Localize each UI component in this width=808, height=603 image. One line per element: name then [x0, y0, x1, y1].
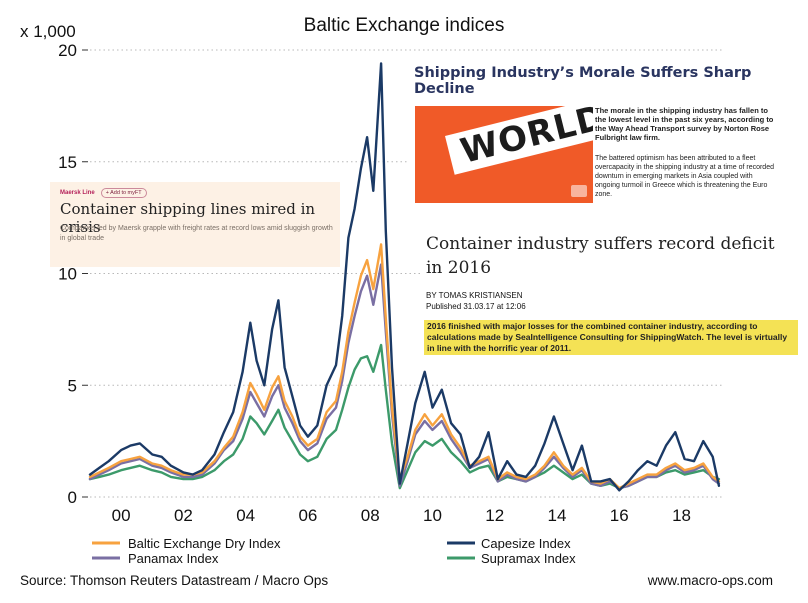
ft-summary: Companies led by Maersk grapple with fre… [60, 225, 333, 242]
chart-title: Baltic Exchange indices [304, 15, 505, 36]
legend: Baltic Exchange Dry Index Panamax Index … [92, 536, 576, 566]
shipping-paragraph-2: The battered optimism has been attribute… [595, 155, 774, 198]
y-tick-labels: 0 5 10 15 20 [58, 41, 88, 507]
x-tick-label: 04 [236, 506, 255, 525]
legend-item-baltic-dry: Baltic Exchange Dry Index [92, 536, 281, 551]
world-photo-text: WORLD [445, 106, 593, 175]
y-tick-label: 0 [68, 488, 77, 507]
shippingwatch-headline: Container industry suffers record defici… [426, 234, 775, 278]
shippingwatch-published: Published 31.03.17 at 12:06 [426, 302, 526, 311]
add-to-myft-button: + Add to myFT [100, 188, 147, 198]
x-tick-label: 00 [112, 506, 131, 525]
legend-label-supramax: Supramax Index [481, 551, 576, 566]
shippingwatch-lead: 2016 finished with major losses for the … [424, 320, 798, 355]
y-tick-label: 5 [68, 376, 77, 395]
shippingwatch-clipping: Container industry suffers record defici… [420, 228, 800, 368]
ft-section-tag: Maersk Line [60, 190, 95, 196]
y-tick-label: 15 [58, 153, 77, 172]
legend-item-capesize: Capesize Index [447, 536, 571, 551]
legend-item-supramax: Supramax Index [447, 551, 576, 566]
series-line-supramax [88, 343, 721, 490]
x-tick-label: 14 [548, 506, 567, 525]
legend-label-capesize: Capesize Index [481, 536, 571, 551]
ft-headline: Container shipping lines mired in crisis [60, 200, 316, 236]
x-tick-label: 12 [485, 506, 504, 525]
x-tick-label: 08 [361, 506, 380, 525]
y-axis-unit-label: x 1,000 [20, 22, 76, 41]
ft-article-clipping: Maersk Line + Add to myFT Container ship… [50, 182, 340, 267]
x-tick-label: 02 [174, 506, 193, 525]
legend-label-panamax: Panamax Index [128, 551, 219, 566]
shippingwatch-byline: BY TOMAS KRISTIANSEN [426, 291, 523, 300]
shipping-morale-clipping: Shipping Industry’s Morale Suffers Sharp… [408, 62, 808, 204]
x-tick-label: 10 [423, 506, 442, 525]
website-label: www.macro-ops.com [647, 573, 773, 588]
ft-topbar: Maersk Line + Add to myFT [60, 188, 147, 198]
legend-item-panamax: Panamax Index [92, 551, 219, 566]
legend-label-baltic-dry: Baltic Exchange Dry Index [128, 536, 281, 551]
series-line-capesize [88, 62, 721, 492]
world-photo: WORLD [415, 106, 593, 203]
shipping-paragraph-1: The morale in the shipping industry has … [595, 106, 774, 142]
y-tick-label: 10 [58, 265, 77, 284]
x-tick-label: 18 [672, 506, 691, 525]
series-lines [88, 62, 721, 492]
y-tick-label: 20 [58, 41, 77, 60]
x-tick-label: 16 [610, 506, 629, 525]
x-tick-labels: 00 02 04 06 08 10 12 14 16 18 [112, 506, 691, 525]
source-note: Source: Thomson Reuters Datastream / Mac… [20, 573, 328, 588]
x-tick-label: 06 [298, 506, 317, 525]
shipping-headline: Shipping Industry’s Morale Suffers Sharp… [414, 65, 752, 97]
photo-enlarge-icon [571, 185, 587, 197]
